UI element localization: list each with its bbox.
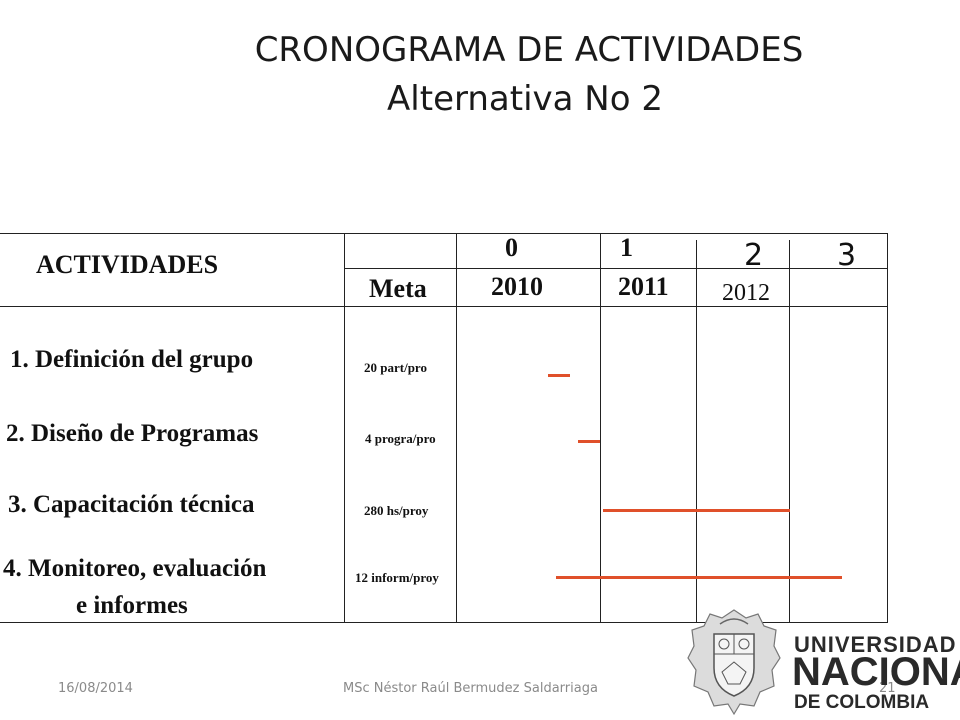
period-1-year: 2011 (618, 272, 669, 301)
gantt-bar-1 (548, 374, 570, 377)
logo-text-nacional: NACIONAL (792, 650, 960, 694)
table-right-border (887, 233, 888, 622)
table-bottom-border (0, 622, 888, 623)
page-subtitle: Alternativa No 2 (387, 79, 663, 119)
period-3-number: 3 (837, 238, 857, 273)
activity-label-4-line2: e informes (76, 592, 188, 619)
footer-date: 16/08/2014 (58, 681, 133, 696)
meta-value-1: 20 part/pro (364, 360, 427, 375)
period-2-number: 2 (744, 238, 764, 273)
period-1-left-border (600, 233, 601, 622)
meta-value-4: 12 inform/proy (355, 570, 439, 585)
meta-value-3: 280 hs/proy (364, 503, 429, 518)
footer-author: MSc Néstor Raúl Bermudez Saldarriaga (343, 681, 598, 696)
meta-value-2: 4 progra/pro (365, 431, 436, 446)
logo-text-de-colombia: DE COLOMBIA (794, 692, 930, 713)
period-2-year: 2012 (722, 280, 770, 306)
period-0-number: 0 (505, 233, 518, 262)
gantt-bar-3 (603, 509, 790, 512)
meta-column-left-border (344, 233, 345, 622)
meta-header: Meta (369, 274, 427, 303)
period-1-number: 1 (620, 233, 633, 262)
activity-label-2: 2. Diseño de Programas (6, 420, 259, 447)
gantt-bar-4 (556, 576, 842, 579)
activity-label-1: 1. Definición del grupo (10, 346, 254, 373)
university-logo: UNIVERSIDAD NACIONAL DE COLOMBIA (684, 604, 960, 720)
page-title: CRONOGRAMA DE ACTIVIDADES (254, 30, 804, 70)
period-0-year: 2010 (491, 272, 543, 301)
header-bottom-border (0, 306, 888, 307)
activities-header: ACTIVIDADES (36, 250, 219, 279)
footer-page-number: 21 (879, 681, 896, 696)
logo-text-universidad: UNIVERSIDAD (794, 632, 957, 657)
period-2-left-border (696, 240, 697, 622)
table-top-border (0, 233, 888, 234)
period-3-left-border (789, 240, 790, 622)
activity-label-3: 3. Capacitación técnica (8, 491, 255, 518)
header-divider (344, 268, 888, 269)
gantt-bar-2 (578, 440, 600, 443)
university-seal-icon (687, 609, 781, 716)
period-0-left-border (456, 233, 457, 622)
activity-label-4-line1: 4. Monitoreo, evaluación (3, 555, 267, 582)
